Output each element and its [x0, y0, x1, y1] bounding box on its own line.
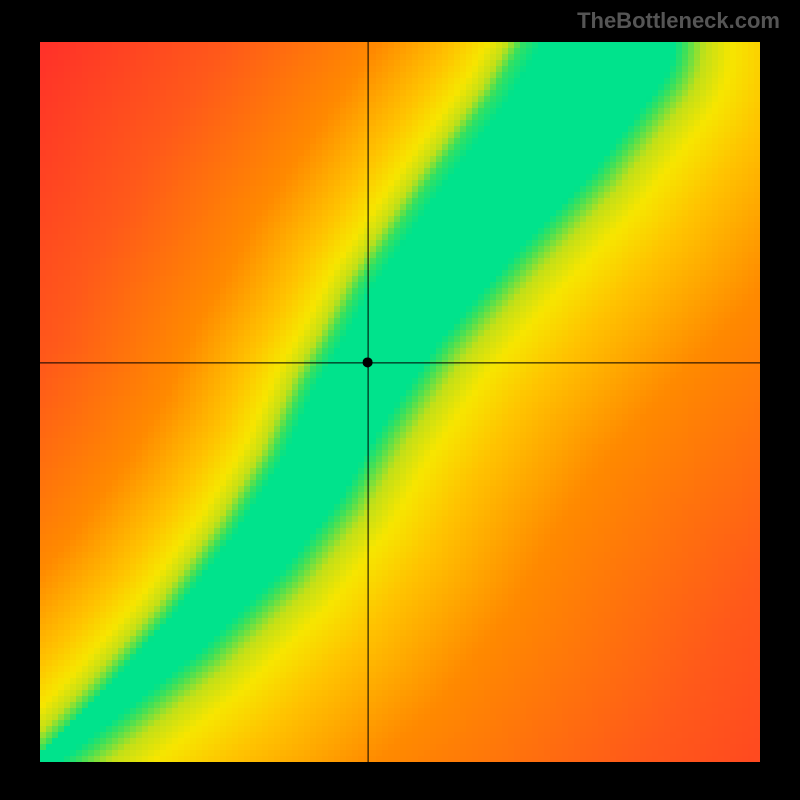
crosshair-overlay	[40, 42, 760, 762]
watermark-text: TheBottleneck.com	[577, 8, 780, 34]
heatmap-plot	[40, 42, 760, 762]
